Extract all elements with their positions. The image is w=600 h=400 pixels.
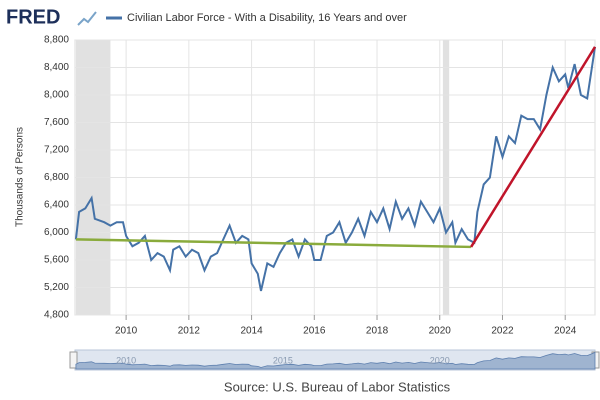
x-tick-label: 2014 xyxy=(240,326,263,337)
x-tick-label: 2020 xyxy=(429,326,452,337)
y-tick-label: 8,400 xyxy=(44,62,69,73)
y-tick-label: 8,000 xyxy=(44,90,69,101)
y-tick-label: 5,600 xyxy=(44,255,69,266)
y-tick-label: 7,600 xyxy=(44,117,69,128)
y-tick-label: 7,200 xyxy=(44,145,69,156)
y-tick-label: 6,800 xyxy=(44,172,69,183)
x-tick-label: 2018 xyxy=(366,326,389,337)
brand-logo: FRED xyxy=(6,6,60,28)
x-tick-label: 2012 xyxy=(178,326,201,337)
x-tick-label: 2016 xyxy=(303,326,326,337)
navigator-label: 2020 xyxy=(430,355,450,365)
navigator-label: 2010 xyxy=(116,355,136,365)
data-line xyxy=(74,46,596,292)
navigator-series xyxy=(75,351,596,370)
trend-line xyxy=(470,46,597,248)
source: Source: U.S. Bureau of Labor Statistics xyxy=(224,379,451,394)
y-tick-label: 6,400 xyxy=(44,200,69,211)
y-tick-label: 6,000 xyxy=(44,227,69,238)
legend-label: Civilian Labor Force - With a Disability… xyxy=(127,12,407,24)
y-axis-label: Thousands of Persons xyxy=(15,127,26,227)
navigator-handle[interactable] xyxy=(69,351,78,369)
navigator-label: 2015 xyxy=(273,355,293,365)
y-tick-label: 4,800 xyxy=(44,310,69,321)
trend-line xyxy=(75,238,472,249)
x-tick-label: 2024 xyxy=(554,326,577,337)
y-tick-label: 8,800 xyxy=(44,35,69,46)
logo-icon xyxy=(77,11,97,26)
x-tick-label: 2022 xyxy=(491,326,514,337)
y-tick-label: 5,200 xyxy=(44,282,69,293)
x-tick-label: 2010 xyxy=(115,326,138,337)
